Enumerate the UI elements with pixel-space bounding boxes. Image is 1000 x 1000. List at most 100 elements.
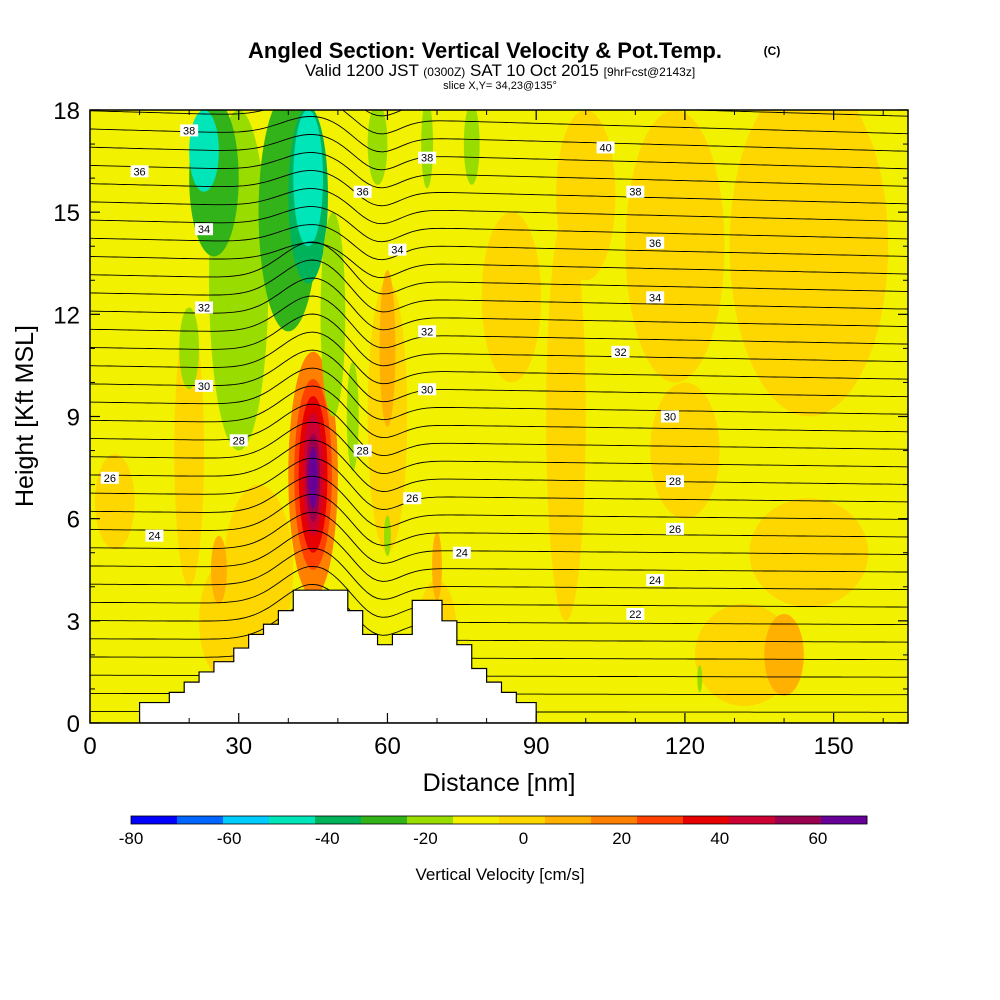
isentrope-label-text: 24 [456, 548, 468, 560]
velocity-region [210, 535, 227, 604]
isentrope-line [90, 277, 908, 331]
x-tick-label: 120 [665, 733, 705, 760]
velocity-region [421, 110, 434, 189]
isentrope-line [90, 385, 908, 439]
isentrope-line [90, 493, 908, 546]
velocity-region [546, 212, 586, 621]
isentrope-label-text: 36 [133, 166, 145, 178]
isentrope-line [90, 367, 908, 421]
isentrope-label-text: 36 [649, 238, 661, 250]
isentrope-label-text: 30 [664, 412, 676, 424]
y-tick-label: 0 [67, 711, 80, 738]
velocity-region [729, 110, 889, 417]
colorbar-swatch [407, 816, 454, 824]
subtitle-utc: (0300Z) [423, 65, 465, 79]
subtitle-forecast: [9hrFcst@2143z] [604, 65, 696, 79]
isentrope-line [90, 295, 908, 349]
isentrope-label-text: 32 [421, 326, 433, 338]
isentrope-label: 30 [418, 383, 437, 396]
isentrope-line [90, 170, 908, 207]
isentrope-line [90, 224, 908, 261]
colorbar-swatch [821, 816, 868, 824]
isentrope-line [90, 259, 908, 313]
colorbar-tick-label: -80 [119, 829, 144, 848]
chart-subtitle: Valid 1200 JST (0300Z) SAT 10 Oct 2015 [… [305, 61, 695, 80]
isentrope-line [90, 0, 908, 29]
x-tick-label: 90 [523, 733, 550, 760]
isentrope-label-text: 24 [148, 531, 160, 543]
isentrope-line [90, 547, 908, 600]
terrain-layer [90, 589, 908, 723]
isentrope-label: 28 [665, 475, 684, 488]
isentrope-label-text: 22 [629, 609, 641, 621]
isentrope-label: 36 [130, 165, 149, 178]
isentrope-line [364, 110, 908, 117]
isentrope-label: 22 [626, 608, 645, 621]
isentrope-label-text: 38 [183, 125, 195, 137]
colorbar-label: Vertical Velocity [cm/s] [415, 865, 584, 884]
isentrope-layer [90, 0, 908, 723]
isentrope-label: 24 [646, 573, 665, 587]
isentrope-label: 30 [195, 379, 214, 393]
chart-title-suffix: (C) [764, 44, 781, 58]
subtitle-date: SAT 10 Oct 2015 [470, 61, 599, 80]
x-axis-label: Distance [nm] [423, 769, 576, 797]
velocity-region [432, 532, 442, 601]
isentrope-label: 32 [195, 301, 214, 315]
x-tick-label: 30 [225, 733, 252, 760]
chart-title: Angled Section: Vertical Velocity & Pot.… [248, 38, 722, 63]
isentrope-line [90, 403, 908, 457]
isentrope-label: 34 [388, 243, 407, 257]
isentrope-label: 28 [229, 434, 248, 447]
isentrope-label: 38 [418, 151, 437, 165]
x-tick-label: 150 [814, 733, 854, 760]
isentrope-label: 28 [353, 444, 372, 458]
colorbar-swatch [683, 816, 730, 824]
isentrope-label-text: 34 [391, 245, 403, 257]
colorbar: -80 -60 -40 -20 0 20 40 60 [119, 815, 868, 848]
isentrope-label-text: 34 [198, 224, 210, 236]
isentrope-line [90, 152, 908, 189]
slice-label: slice X,Y= 34,23@135° [443, 80, 557, 92]
velocity-region [379, 270, 396, 427]
isentrope-label: 38 [180, 124, 199, 137]
isentrope-label: 26 [665, 522, 684, 536]
colorbar-swatch [591, 816, 638, 824]
velocity-region [293, 110, 324, 247]
isentrope-label-layer: 22 24 24 24 26 26 26 28 28 28 30 30 30 32 32 32 34 34 34 36… [100, 124, 684, 621]
colorbar-tick-label: -60 [217, 829, 242, 848]
isentrope-label-text: 38 [421, 153, 433, 165]
velocity-region [308, 447, 318, 509]
x-tick-label: 0 [83, 733, 96, 760]
isentrope-line [90, 439, 908, 492]
colorbar-swatch [453, 816, 500, 824]
colorbar-tick-label: 0 [519, 829, 528, 848]
velocity-region [189, 110, 219, 192]
isentrope-line [90, 206, 908, 243]
isentrope-line [90, 565, 908, 618]
subtitle-valid: Valid 1200 JST [305, 61, 419, 80]
isentrope-label-text: 34 [649, 292, 661, 304]
colorbar-swatch [177, 816, 224, 824]
isentrope-label: 24 [145, 529, 164, 543]
velocity-region [697, 665, 703, 693]
isentrope-line [90, 529, 908, 582]
isentrope-line [90, 421, 908, 475]
colorbar-swatch [269, 816, 316, 824]
isentrope-label: 32 [611, 345, 630, 359]
isentrope-label-text: 32 [614, 347, 626, 359]
isentrope-line [90, 457, 908, 510]
isentrope-label: 26 [100, 471, 119, 485]
isentrope-label: 34 [195, 223, 214, 236]
isentrope-line [90, 601, 908, 654]
isentrope-line [90, 134, 908, 171]
isentrope-label-text: 26 [104, 473, 116, 485]
isentrope-line [90, 511, 908, 564]
colorbar-swatch [729, 816, 776, 824]
x-axis: 0 30 60 90 120 150 [83, 110, 884, 760]
isentrope-line [90, 331, 908, 385]
y-tick-label: 9 [67, 405, 80, 432]
colorbar-swatch [223, 816, 270, 824]
velocity-region [383, 515, 391, 557]
colorbar-tick-label: -20 [413, 829, 438, 848]
